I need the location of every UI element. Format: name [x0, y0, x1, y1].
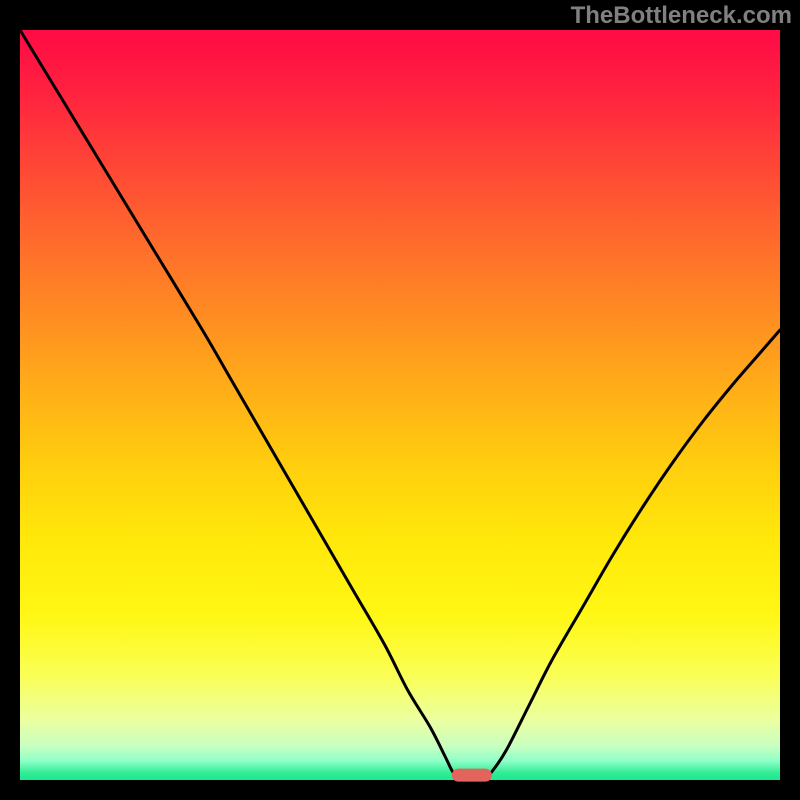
- plot-area: [20, 30, 780, 780]
- chart-container: TheBottleneck.com: [0, 0, 800, 800]
- attribution-text: TheBottleneck.com: [571, 2, 792, 30]
- gradient-background: [20, 30, 780, 780]
- minimum-marker: [452, 768, 492, 781]
- plot-svg: [20, 30, 780, 780]
